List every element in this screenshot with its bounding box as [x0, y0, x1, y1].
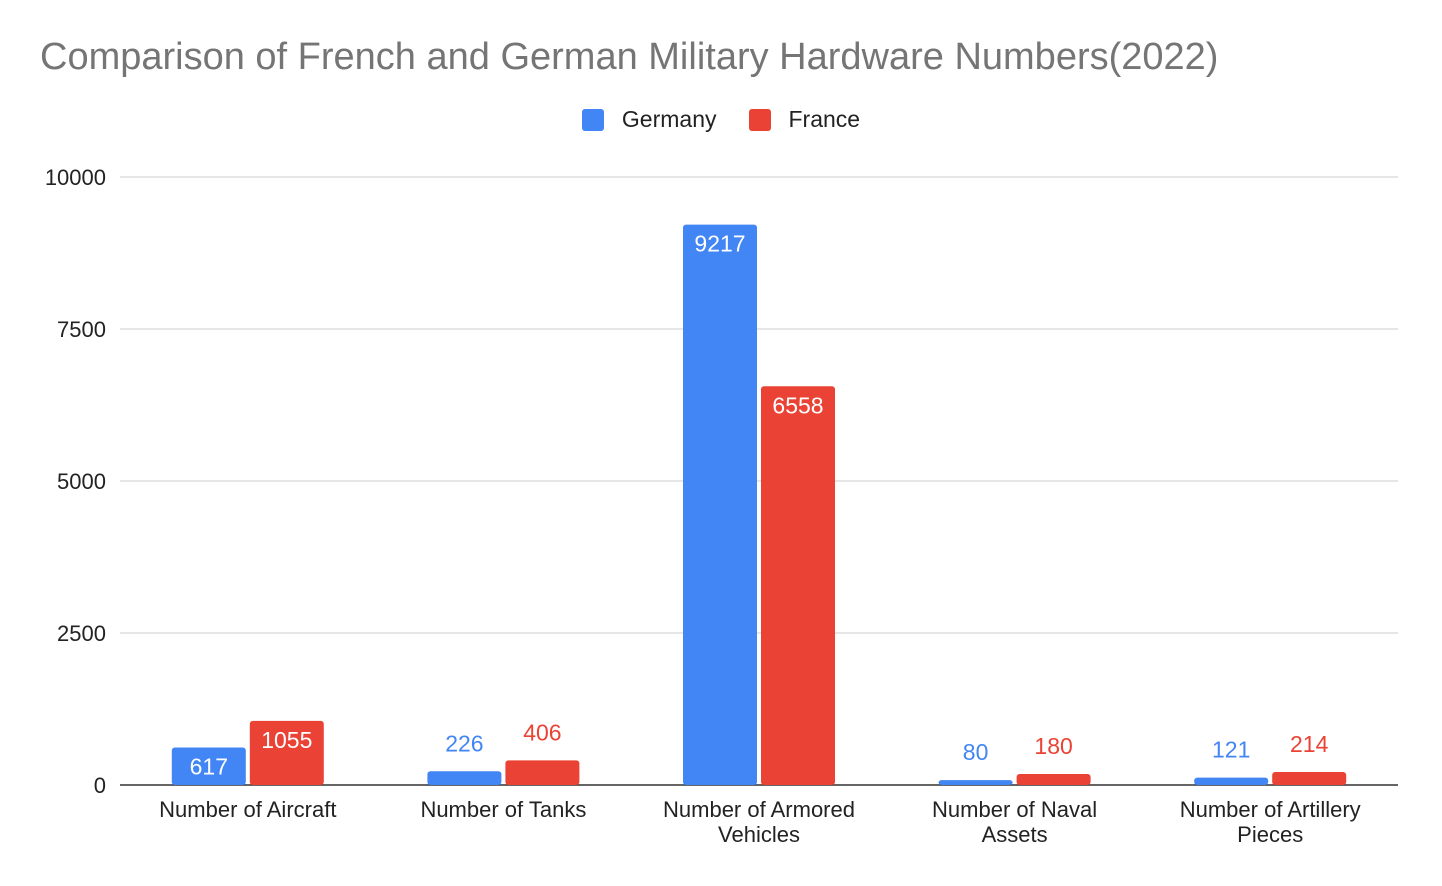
legend-swatch-france — [748, 108, 771, 131]
bar-germany — [938, 780, 1013, 785]
legend-swatch-germany — [581, 108, 604, 131]
bar-france — [1272, 771, 1347, 785]
y-tick-label: 7500 — [57, 317, 106, 342]
data-label-france: 1055 — [261, 727, 312, 753]
data-label-germany: 80 — [963, 739, 989, 765]
legend-label-germany: Germany — [621, 106, 717, 132]
data-label-france: 180 — [1034, 733, 1072, 759]
legend-item-france: France — [748, 106, 861, 133]
legend: Germany France — [0, 106, 1442, 133]
data-label-germany: 226 — [445, 730, 483, 756]
x-tick-label: Number of Naval — [932, 797, 1097, 822]
y-tick-label: 2500 — [57, 621, 106, 646]
x-tick-label: Pieces — [1237, 822, 1303, 847]
bar-france — [1016, 774, 1091, 785]
bar-germany — [427, 771, 502, 785]
x-tick-label: Number of Aircraft — [159, 797, 336, 822]
data-label-germany: 121 — [1212, 737, 1250, 763]
y-tick-label: 5000 — [57, 469, 106, 494]
y-tick-label: 10000 — [45, 165, 106, 190]
chart-title: Comparison of French and German Military… — [40, 36, 1219, 78]
x-tick-label: Number of Armored — [663, 797, 855, 822]
bar-germany — [683, 224, 757, 786]
bar-france — [505, 760, 580, 785]
data-label-germany: 617 — [190, 753, 228, 779]
legend-label-france: France — [788, 106, 861, 132]
x-tick-label: Vehicles — [718, 822, 800, 847]
data-label-france: 6558 — [772, 392, 823, 418]
bar-germany — [171, 747, 246, 785]
x-tick-label: Assets — [982, 822, 1048, 847]
y-tick-label: 0 — [94, 773, 106, 798]
data-label-germany: 9217 — [694, 231, 745, 257]
x-tick-label: Number of Artillery — [1180, 797, 1361, 822]
bar-germany — [1194, 777, 1269, 785]
data-label-france: 214 — [1290, 731, 1329, 757]
data-label-france: 406 — [523, 719, 561, 745]
bar-france — [761, 386, 835, 785]
legend-item-germany: Germany — [581, 106, 717, 133]
x-tick-label: Number of Tanks — [420, 797, 586, 822]
bar-france — [249, 720, 324, 785]
